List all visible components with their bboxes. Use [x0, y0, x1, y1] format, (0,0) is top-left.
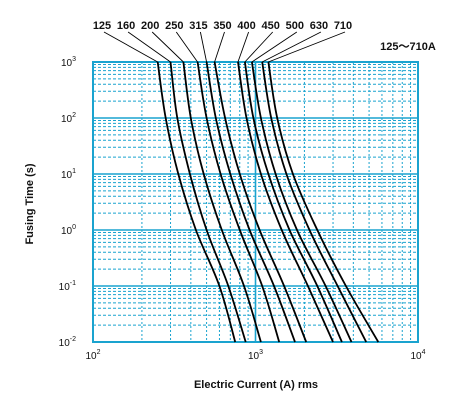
series-label-160: 160 — [117, 20, 135, 32]
series-labels: 125 160 200 250 315 350 400 450 500 630 710 — [93, 20, 352, 32]
curve-350 — [213, 61, 308, 343]
curve-125 — [156, 61, 237, 343]
series-label-400: 400 — [237, 20, 255, 32]
y-tick-label: 10-1 — [59, 280, 76, 293]
series-label-350: 350 — [213, 20, 231, 32]
y-tick-labels: 103 102 101 100 10-1 10-2 — [59, 56, 76, 349]
leader-line-250 — [175, 31, 198, 63]
leader-line-710 — [268, 31, 346, 63]
curve-160 — [169, 61, 247, 343]
x-tick-label: 103 — [248, 349, 263, 362]
leader-line-350 — [214, 31, 225, 63]
series-label-315: 315 — [189, 20, 207, 32]
curve-630 — [261, 61, 367, 343]
y-tick-label: 10-2 — [59, 336, 76, 349]
x-tick-label: 102 — [85, 349, 100, 362]
y-tick-label: 101 — [61, 168, 76, 181]
series-label-125: 125 — [93, 20, 111, 32]
series-label-630: 630 — [310, 20, 328, 32]
curve-200 — [182, 61, 262, 343]
series-label-200: 200 — [141, 20, 159, 32]
leader-line-160 — [127, 31, 171, 63]
y-tick-label: 102 — [61, 112, 76, 125]
leader-line-200 — [151, 31, 184, 63]
x-tick-labels: 102 103 104 — [85, 349, 425, 362]
leader-line-315 — [199, 31, 208, 63]
leader-line-450 — [244, 31, 274, 63]
x-axis-title: Electric Current (A) rms — [194, 379, 318, 391]
y-axis-title: Fusing Time (s) — [24, 163, 36, 244]
leader-line-400 — [237, 31, 250, 63]
curve-450 — [244, 61, 343, 343]
plot-border — [92, 61, 419, 343]
series-label-710: 710 — [334, 20, 352, 32]
chart-title: 125～710A — [380, 41, 436, 53]
label-leaders — [103, 31, 346, 63]
curve-710 — [267, 61, 380, 343]
leader-line-125 — [103, 31, 158, 63]
leader-line-630 — [262, 31, 322, 63]
series-label-450: 450 — [262, 20, 280, 32]
leader-line-500 — [251, 31, 298, 63]
curve-400 — [237, 61, 334, 343]
y-tick-label: 100 — [61, 224, 76, 237]
curves — [156, 61, 380, 343]
y-tick-label: 103 — [61, 56, 76, 69]
grid — [92, 61, 419, 343]
x-tick-label: 104 — [410, 349, 425, 362]
curve-500 — [251, 61, 353, 343]
series-label-250: 250 — [165, 20, 183, 32]
curve-315 — [205, 61, 296, 343]
curve-250 — [196, 61, 281, 343]
series-label-500: 500 — [286, 20, 304, 32]
